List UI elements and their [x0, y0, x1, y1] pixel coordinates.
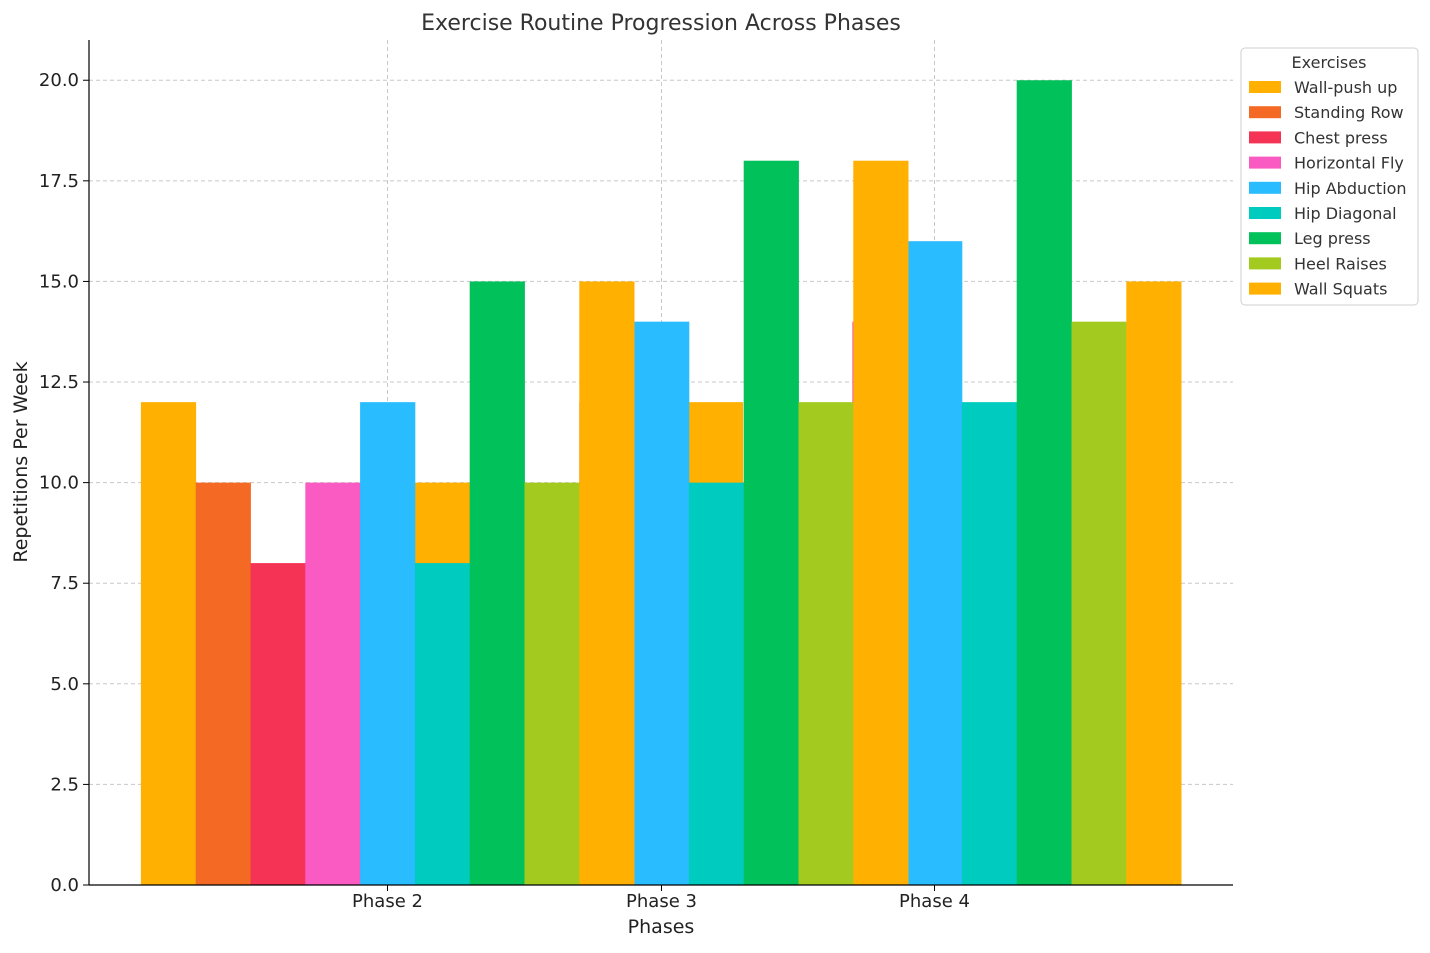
legend-label: Wall Squats — [1294, 280, 1387, 299]
bar-heel-raises-2 — [798, 402, 854, 885]
bar-wall-squats-3 — [1126, 281, 1182, 885]
bar-leg-press-2 — [743, 160, 799, 885]
x-tick-label: Phase 4 — [899, 891, 970, 912]
legend-swatch — [1249, 131, 1281, 144]
bar-hip-diagonal-1 — [414, 563, 471, 885]
legend-label: Heel Raises — [1294, 254, 1387, 273]
legend-swatch — [1249, 156, 1281, 169]
bar-wall-push-up-1 — [140, 402, 197, 885]
y-tick-label: 7.5 — [50, 573, 79, 594]
bars-layer — [140, 80, 1182, 886]
legend-label: Chest press — [1294, 128, 1388, 147]
x-ticks: Phase 2 Phase 3 Phase 4 — [352, 885, 970, 912]
legend-frame — [1240, 47, 1419, 306]
bar-chest-press-1 — [250, 563, 306, 885]
legend-label: Hip Abduction — [1294, 179, 1407, 198]
bar-hip-diagonal-3 — [961, 402, 1018, 885]
bar-wall-squats-2 — [853, 160, 909, 885]
y-tick-label: 0.0 — [50, 875, 79, 896]
bar-hip-diagonal-2 — [688, 482, 745, 885]
bar-hip-abduction-1 — [360, 402, 416, 885]
bar-hip-abduction-2 — [634, 321, 690, 886]
y-tick-label: 2.5 — [50, 774, 79, 795]
bar-heel-raises-3 — [1071, 321, 1127, 886]
y-tick-label: 5.0 — [50, 674, 79, 695]
y-tick-label: 10.0 — [39, 473, 79, 494]
legend-title: Exercises — [1292, 53, 1367, 72]
legend-swatch — [1249, 257, 1281, 270]
y-tick-label: 17.5 — [39, 171, 79, 192]
legend: Exercises Wall-push up Standing Row Chest … — [1240, 47, 1419, 306]
legend-label: Leg press — [1294, 229, 1371, 248]
x-tick-label: Phase 2 — [352, 891, 423, 912]
y-ticks: 0.0 2.5 5.0 7.5 10.0 12.5 15.0 17.5 20.0 — [39, 70, 89, 896]
legend-label: Wall-push up — [1294, 78, 1397, 97]
bar-standing-row-1 — [195, 482, 251, 885]
y-tick-label: 12.5 — [39, 372, 79, 393]
bar-leg-press-3 — [1016, 80, 1072, 885]
y-axis-label: Repetitions Per Week — [10, 361, 32, 562]
legend-label: Horizontal Fly — [1294, 154, 1404, 173]
x-axis-label: Phases — [628, 916, 695, 938]
bar-wall-squats-1 — [579, 281, 635, 885]
legend-swatch — [1249, 181, 1281, 194]
legend-swatch — [1249, 106, 1281, 119]
x-tick-label: Phase 3 — [626, 891, 697, 912]
y-tick-label: 15.0 — [39, 271, 79, 292]
bar-horizontal-fly-1 — [305, 482, 361, 885]
y-tick-label: 20.0 — [39, 70, 79, 91]
legend-swatch — [1249, 81, 1281, 93]
legend-label: Standing Row — [1294, 103, 1404, 122]
chart-title: Exercise Routine Progression Across Phas… — [421, 11, 901, 36]
bar-hip-abduction-3 — [907, 241, 963, 885]
bar-leg-press-1 — [469, 281, 525, 885]
legend-swatch — [1249, 232, 1281, 245]
legend-items: Wall-push up Standing Row Chest press Horiz… — [1249, 78, 1407, 299]
legend-swatch — [1249, 207, 1281, 219]
bar-heel-raises-1 — [524, 482, 580, 885]
legend-swatch — [1249, 282, 1281, 295]
legend-label: Hip Diagonal — [1294, 204, 1397, 223]
